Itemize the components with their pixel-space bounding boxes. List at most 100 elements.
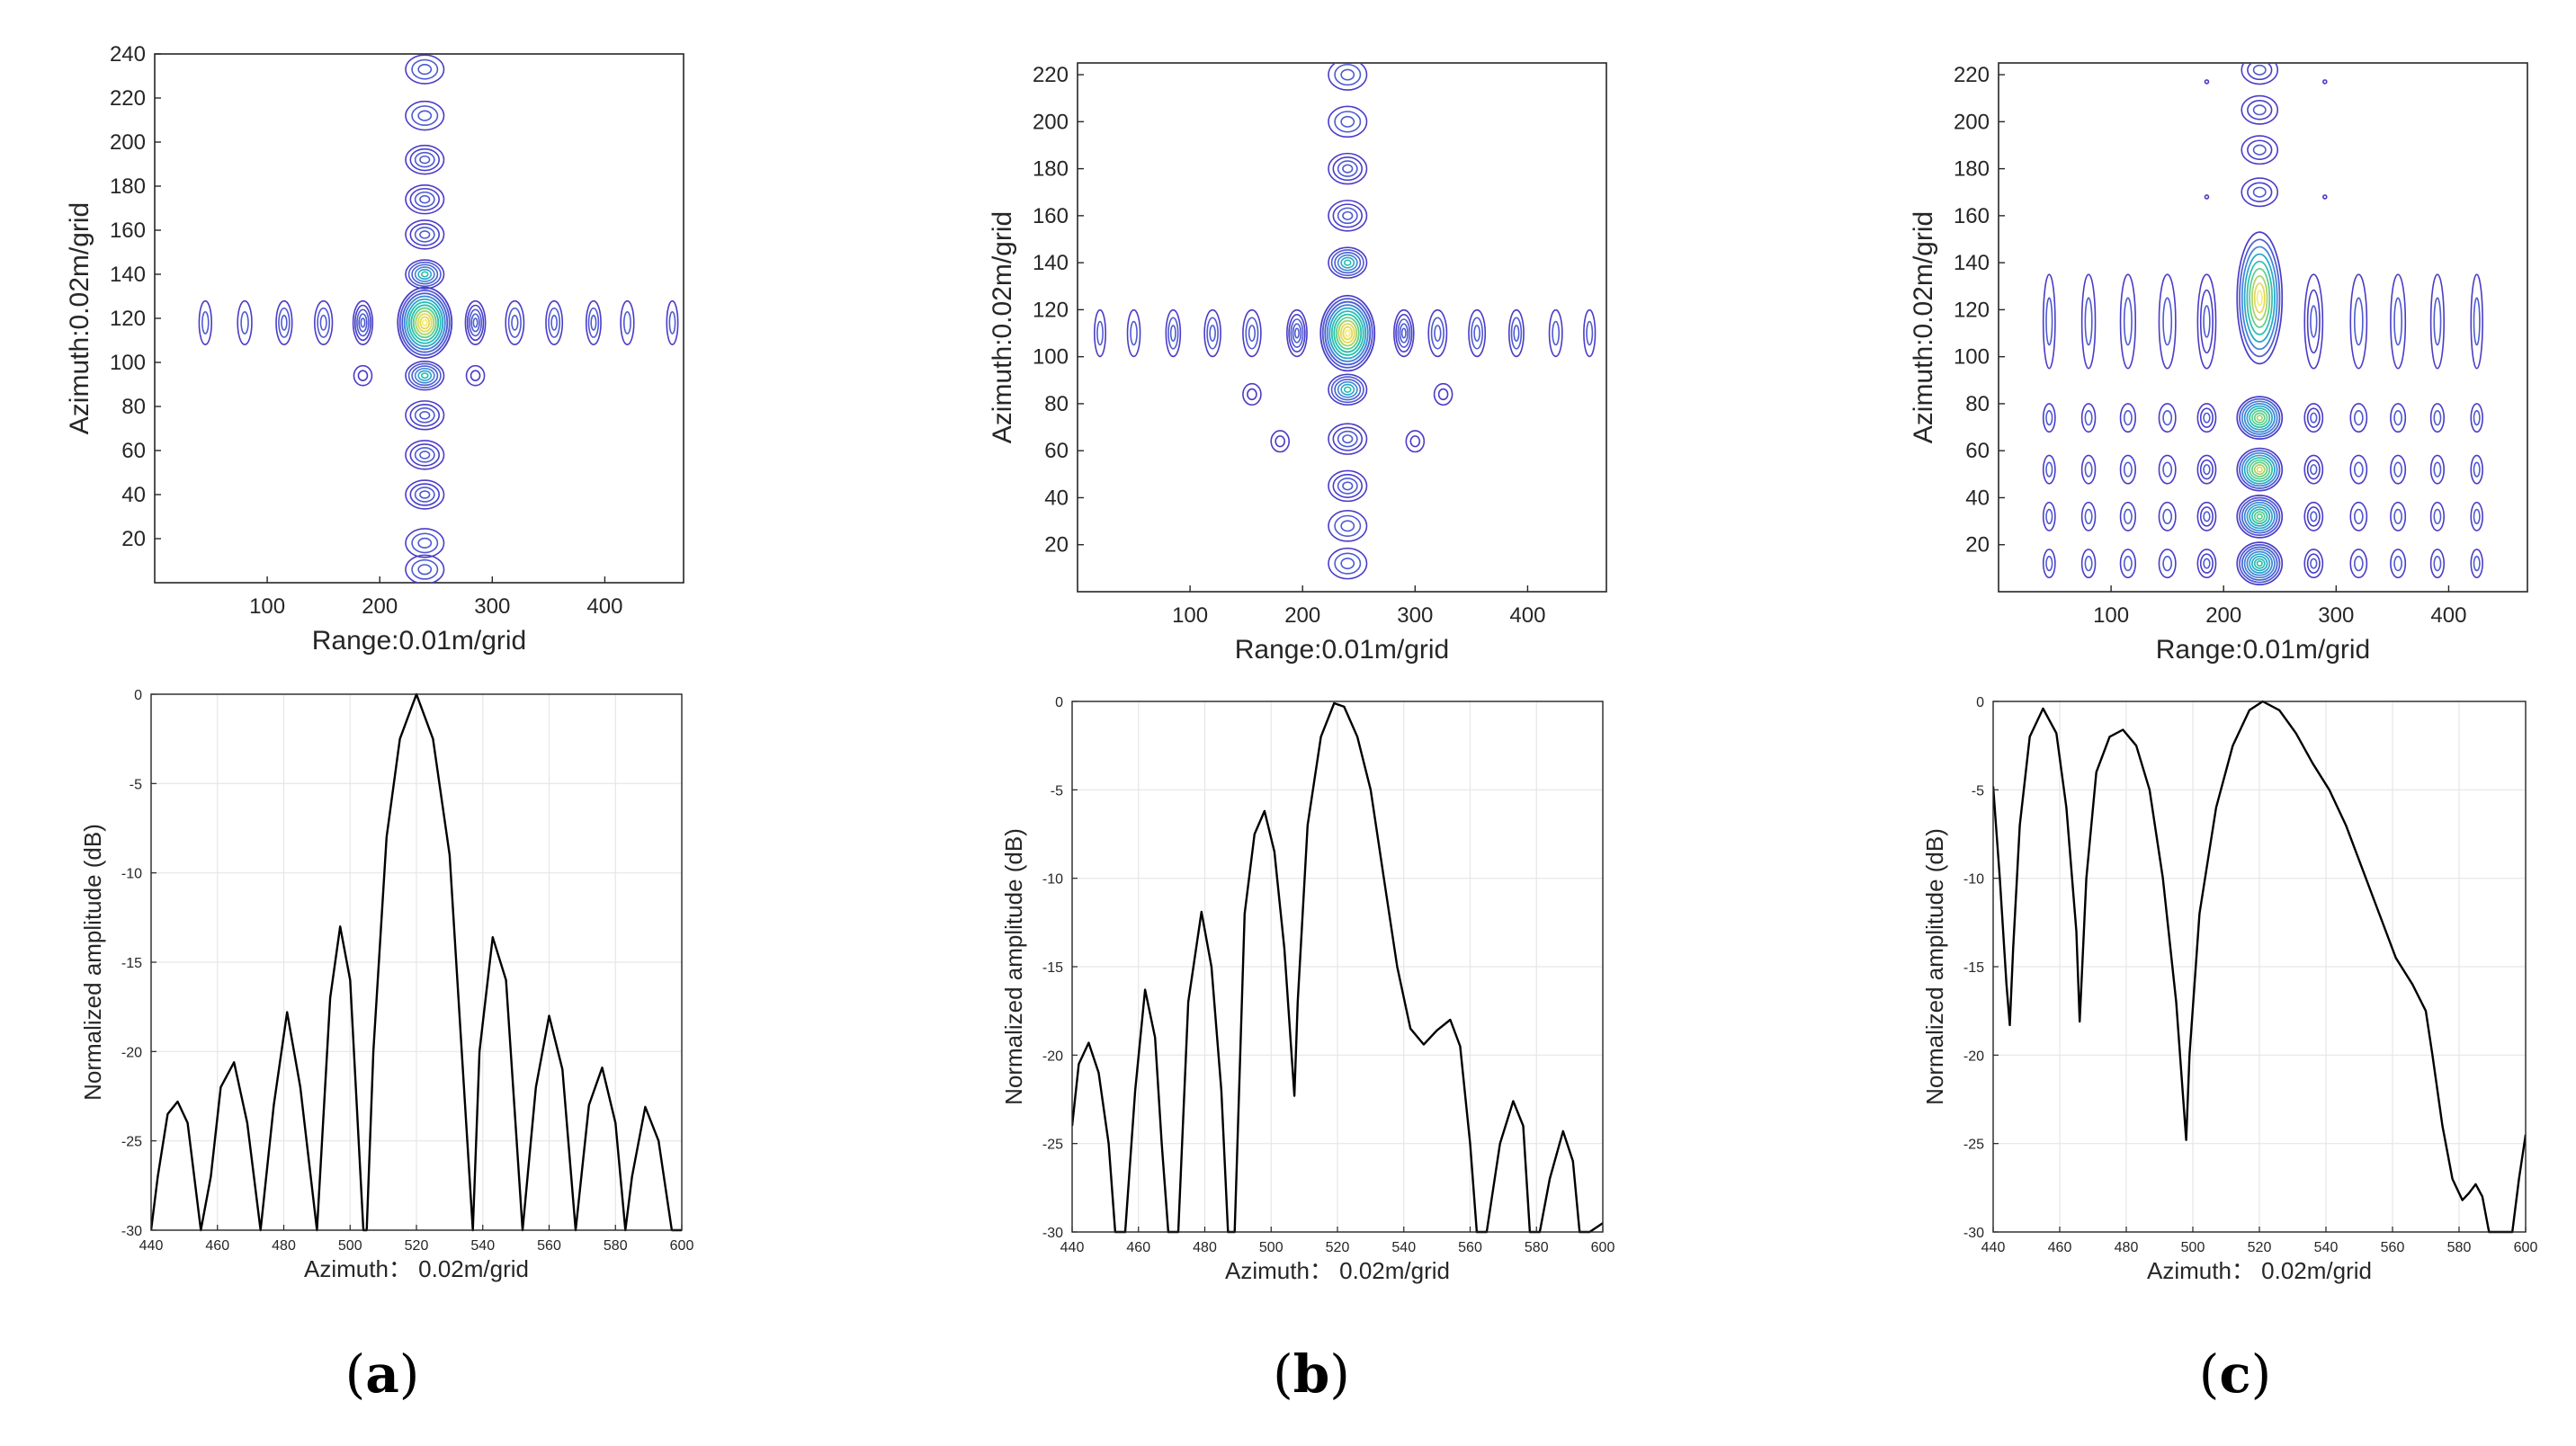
y-tick-label: -30 (1963, 1226, 1984, 1241)
y-tick-label: -5 (130, 777, 142, 792)
side-lobe (2349, 273, 2368, 370)
azimuth-sidelobe-ring (1334, 514, 1362, 537)
range-sidelobe-ring (1507, 308, 1525, 358)
mainlobe-ring (2253, 412, 2266, 424)
azimuth-sidelobe (405, 528, 445, 558)
y-tick-label: 20 (1044, 533, 1069, 558)
side-lobe-ring (2310, 305, 2318, 338)
tiny-lobe (2204, 79, 2210, 85)
x-tick-label: 600 (670, 1238, 694, 1254)
range-sidelobe (620, 299, 635, 345)
side-lobe-ring (2045, 555, 2053, 572)
side-lobe (2349, 501, 2368, 531)
mainlobe-ring (1335, 317, 1360, 350)
side-lobe-ring (2199, 407, 2214, 428)
y-axis-label: Normalized amplitude (dB) (1000, 828, 1027, 1105)
range-sidelobe-ring (1288, 314, 1306, 353)
mainlobe-ring (410, 304, 440, 342)
side-lobe-ring (2084, 555, 2093, 572)
range-sidelobe-ring (1242, 308, 1262, 358)
side-lobe-ring (2470, 501, 2483, 531)
side-lobe-ring (2390, 273, 2407, 370)
panel-label-c: (c) (2199, 1343, 2272, 1405)
azimuth-sidelobe-ring (407, 362, 442, 388)
azimuth-sidelobe-ring (2247, 100, 2273, 120)
contour-plot-a: 100 200 300 400 20 40 60 80 100 120 140 160 180 200 22… (65, 42, 684, 656)
y-tick-label: 220 (1954, 63, 1990, 87)
side-lobe (2158, 501, 2177, 531)
y-tick-label: 100 (110, 351, 146, 375)
side-lobe-ring (2306, 289, 2321, 354)
range-sidelobe (1094, 308, 1107, 358)
mainlobe-ring (2243, 253, 2276, 343)
contour-lines (1094, 63, 1597, 580)
side-lobe-ring (2349, 501, 2368, 531)
contour-plot-c: 100 200 300 400 20 40 60 80 100 120 140 160 180 200 22… (1909, 62, 2528, 665)
mainlobe-ring (2241, 245, 2278, 351)
azimuth-sidelobe-ring (1337, 430, 1358, 448)
side-lobe-ring (2042, 454, 2056, 485)
azimuth-sidelobe (405, 400, 445, 431)
mainlobe-ring (2241, 451, 2278, 487)
range-sidelobe (1507, 308, 1525, 358)
x-tick-label: 580 (2447, 1240, 2472, 1255)
azimuth-sidelobe-ring (1330, 249, 1364, 277)
side-lobe (2080, 403, 2097, 433)
range-sidelobe-ring (585, 299, 602, 345)
mainlobe-ring (2236, 541, 2284, 586)
mainlobe-ring (2236, 447, 2284, 492)
mainlobe (2236, 541, 2284, 586)
azimuth-sidelobe-ring (409, 147, 441, 172)
azimuth-sidelobe-ring (414, 266, 435, 282)
x-tick-label: 460 (1126, 1240, 1150, 1255)
azimuth-sidelobe (1328, 105, 1368, 138)
mainlobe-ring (1319, 294, 1376, 372)
side-lobe-ring (2119, 273, 2137, 370)
range-sidelobe-ring (360, 317, 366, 328)
mainlobe-ring (2253, 464, 2266, 476)
range-sidelobe-ring (1130, 320, 1138, 346)
side-lobe-ring (2196, 403, 2217, 433)
side-lobe-ring (2306, 459, 2321, 480)
side-lobe-ring (2354, 555, 2364, 572)
side-lobe (2196, 501, 2217, 531)
range-sidelobe-ring (358, 313, 368, 333)
x-tick-label: 300 (474, 594, 510, 619)
isolated-lobe-ring (470, 370, 481, 382)
range-sidelobe (1393, 308, 1415, 358)
x-axis-label: Range:0.01m/grid (2156, 635, 2370, 665)
range-sidelobe-ring (1583, 308, 1597, 358)
side-lobe-ring (2433, 508, 2442, 525)
range-sidelobe-ring (470, 313, 480, 333)
side-lobe-ring (2199, 553, 2214, 574)
azimuth-sidelobe-ring (1340, 558, 1355, 570)
azimuth-sidelobe-ring (417, 64, 433, 76)
isolated-lobe (353, 364, 373, 387)
azimuth-sidelobe-ring (417, 110, 433, 121)
x-tick-label: 440 (1981, 1240, 2006, 1255)
side-lobe-ring (2390, 549, 2407, 579)
range-sidelobe-ring (1430, 317, 1445, 350)
range-sidelobe (1203, 308, 1221, 358)
side-lobe-ring (2390, 501, 2407, 531)
isolated-lobe (1433, 382, 1453, 406)
side-lobe-ring (2119, 403, 2137, 433)
azimuth-sidelobe-ring (405, 554, 445, 583)
range-sidelobe-ring (1393, 308, 1415, 358)
range-sidelobe-ring (356, 308, 370, 337)
y-tick-label: 200 (1033, 110, 1069, 134)
y-tick-label: 120 (1033, 298, 1069, 322)
y-tick-label: 80 (1965, 392, 1990, 416)
y-tick-label: 80 (1044, 392, 1069, 416)
range-sidelobe-ring (472, 317, 479, 328)
side-lobe-ring (2349, 549, 2368, 579)
mainlobe-ring (397, 286, 453, 359)
y-tick-label: 60 (1044, 439, 1069, 463)
azimuth-sidelobe-ring (420, 271, 429, 278)
y-tick-label: 40 (1965, 486, 1990, 510)
mainlobe-ring (2256, 513, 2263, 520)
side-lobe-ring (2123, 297, 2133, 346)
y-tick-label: 200 (1954, 110, 1990, 134)
range-sidelobe-ring (620, 299, 635, 345)
